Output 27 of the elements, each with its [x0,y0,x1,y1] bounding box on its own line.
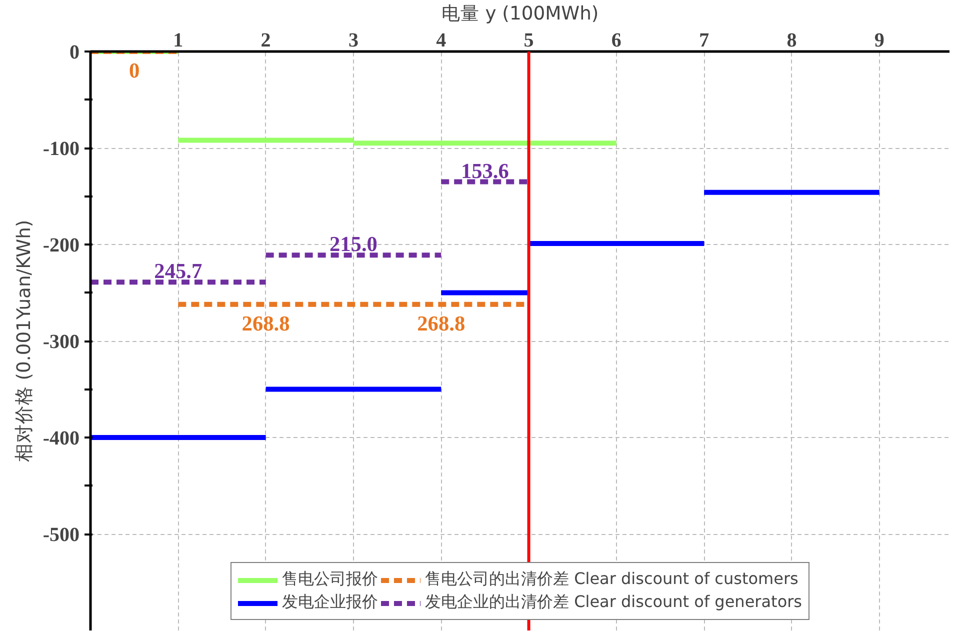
x-tick-label: 1 [173,30,184,52]
y-tick-label: -400 [42,428,80,450]
y-axis-title: 相对价格 (0.001Yuan/KWh) [14,220,35,462]
annotation: 153.6 [460,158,510,183]
y-tick-label: -300 [42,331,80,353]
x-axis-title: 电量 y (100MWh) [441,4,599,24]
annotation: 215.0 [329,232,378,256]
x-tick-label: 6 [611,30,622,52]
y-tick-label: 0 [70,42,80,64]
y-tick-label: -500 [42,524,80,546]
x-tick-label: 5 [524,30,534,52]
annotation: 268.8 [417,311,466,336]
y-tick-label: -200 [42,234,80,256]
y-tick-label: -100 [42,138,80,160]
x-tick-label: 2 [260,30,271,52]
annotation: 0 [128,58,140,82]
legend-label: 售电公司报价 [282,569,378,590]
x-tick-label: 4 [436,30,446,52]
annotation: 268.8 [242,311,290,336]
x-tick-label: 8 [786,30,797,52]
x-tick-label: 9 [874,30,884,52]
legend-label: 发电企业的出清价差 Clear discount of generators [424,592,802,613]
x-tick-label: 3 [348,30,358,52]
annotation: 245.7 [154,259,202,284]
legend-label: 发电企业报价 [282,592,378,613]
x-tick-label: 7 [699,30,710,52]
legend-label: 售电公司的出清价差 Clear discount of customers [424,569,798,590]
